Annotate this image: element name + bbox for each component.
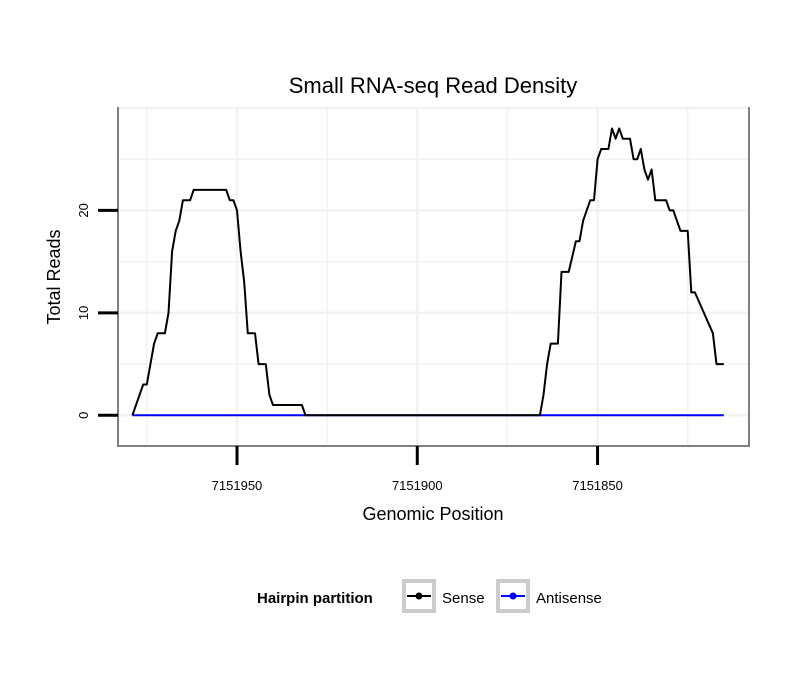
y-axis-title: Total Reads xyxy=(44,229,64,324)
legend-point-sense xyxy=(415,592,423,600)
y-axis: 0 10 20 xyxy=(76,203,118,419)
x-axis: 7151950 7151900 7151850 xyxy=(212,446,623,493)
y-tick-label: 10 xyxy=(76,306,91,320)
x-tick-label: 7151950 xyxy=(212,478,263,493)
legend-item-antisense: Antisense xyxy=(496,579,602,613)
x-tick-label: 7151850 xyxy=(572,478,623,493)
gridlines xyxy=(119,106,748,445)
y-tick-label: 20 xyxy=(76,203,91,217)
legend: Hairpin partition Sense Antisense xyxy=(257,579,602,613)
series-lines xyxy=(131,127,724,417)
legend-point-antisense xyxy=(509,592,517,600)
x-axis-title: Genomic Position xyxy=(362,504,503,524)
legend-title: Hairpin partition xyxy=(257,590,373,607)
legend-label-antisense: Antisense xyxy=(536,590,602,607)
series-line-sense xyxy=(131,127,724,417)
legend-label-sense: Sense xyxy=(442,590,485,607)
y-tick-label: 0 xyxy=(76,412,91,419)
legend-item-sense: Sense xyxy=(402,579,485,613)
chart-title: Small RNA-seq Read Density xyxy=(289,73,578,98)
x-tick-label: 7151900 xyxy=(392,478,443,493)
